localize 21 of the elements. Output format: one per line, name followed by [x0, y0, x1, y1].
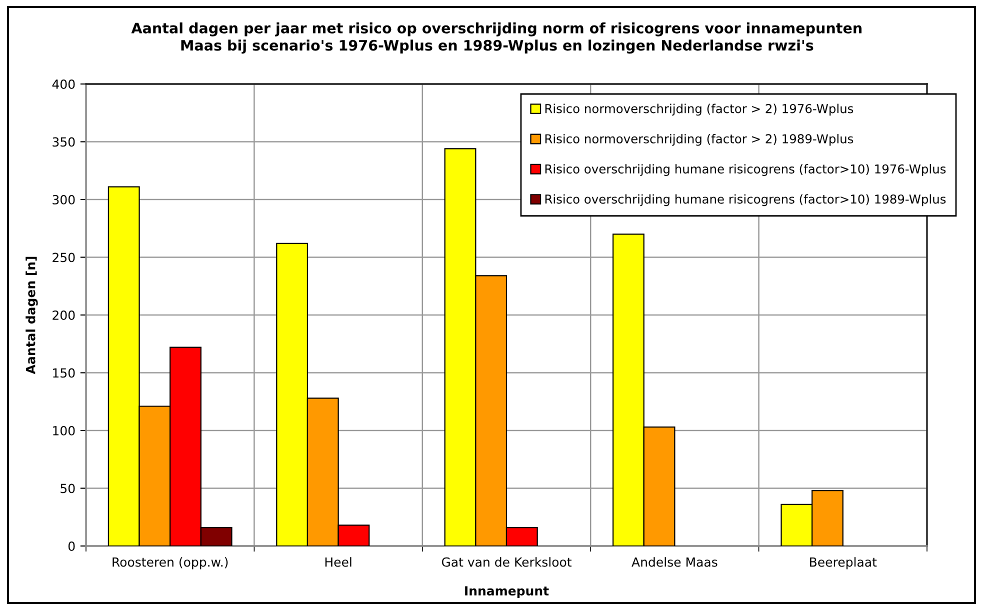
x-tick-label: Beereplaat: [810, 557, 877, 570]
y-tick-label: 0: [68, 541, 75, 551]
y-tick-label: 200: [52, 310, 75, 320]
x-axis-title: Innamepunt: [465, 586, 549, 598]
legend-label: Risico overschrijding humane risicogrens (factor>10) 1989-Wplus: [545, 194, 946, 206]
y-axis-title: Aantal dagen [n]: [26, 256, 38, 374]
y-tick-label: 400: [52, 79, 75, 89]
y-tick-label: 100: [53, 426, 75, 436]
x-tick-label: Gat van de Kerksloot: [442, 557, 572, 567]
x-tick-label: Roosteren (opp.w.): [112, 557, 228, 570]
legend-label: Risico normoverschrijding (factor > 2) 1976-Wplus: [545, 104, 854, 116]
x-tick-label: Andelse Maas: [632, 557, 718, 567]
legend-label: Risico overschrijding humane risicogrens (factor>10) 1976-Wplus: [545, 164, 946, 176]
y-tick-label: 250: [52, 252, 75, 262]
y-tick-label: 50: [60, 484, 75, 494]
y-tick-label: 150: [53, 368, 75, 378]
chart-title: Aantal dagen per jaar met risico op overschrijding norm of risicogrens voor innamepunten Maas bij scenario's 1976-Wplus en 1989-Wplus en lozingen Nederlandse rwzi's: [131, 22, 862, 54]
x-tick-label: Heel: [325, 557, 352, 567]
y-tick-label: 300: [52, 194, 75, 204]
y-tick-label: 350: [52, 137, 75, 147]
legend-label: Risico normoverschrijding (factor > 2) 1989-Wplus: [545, 134, 854, 146]
